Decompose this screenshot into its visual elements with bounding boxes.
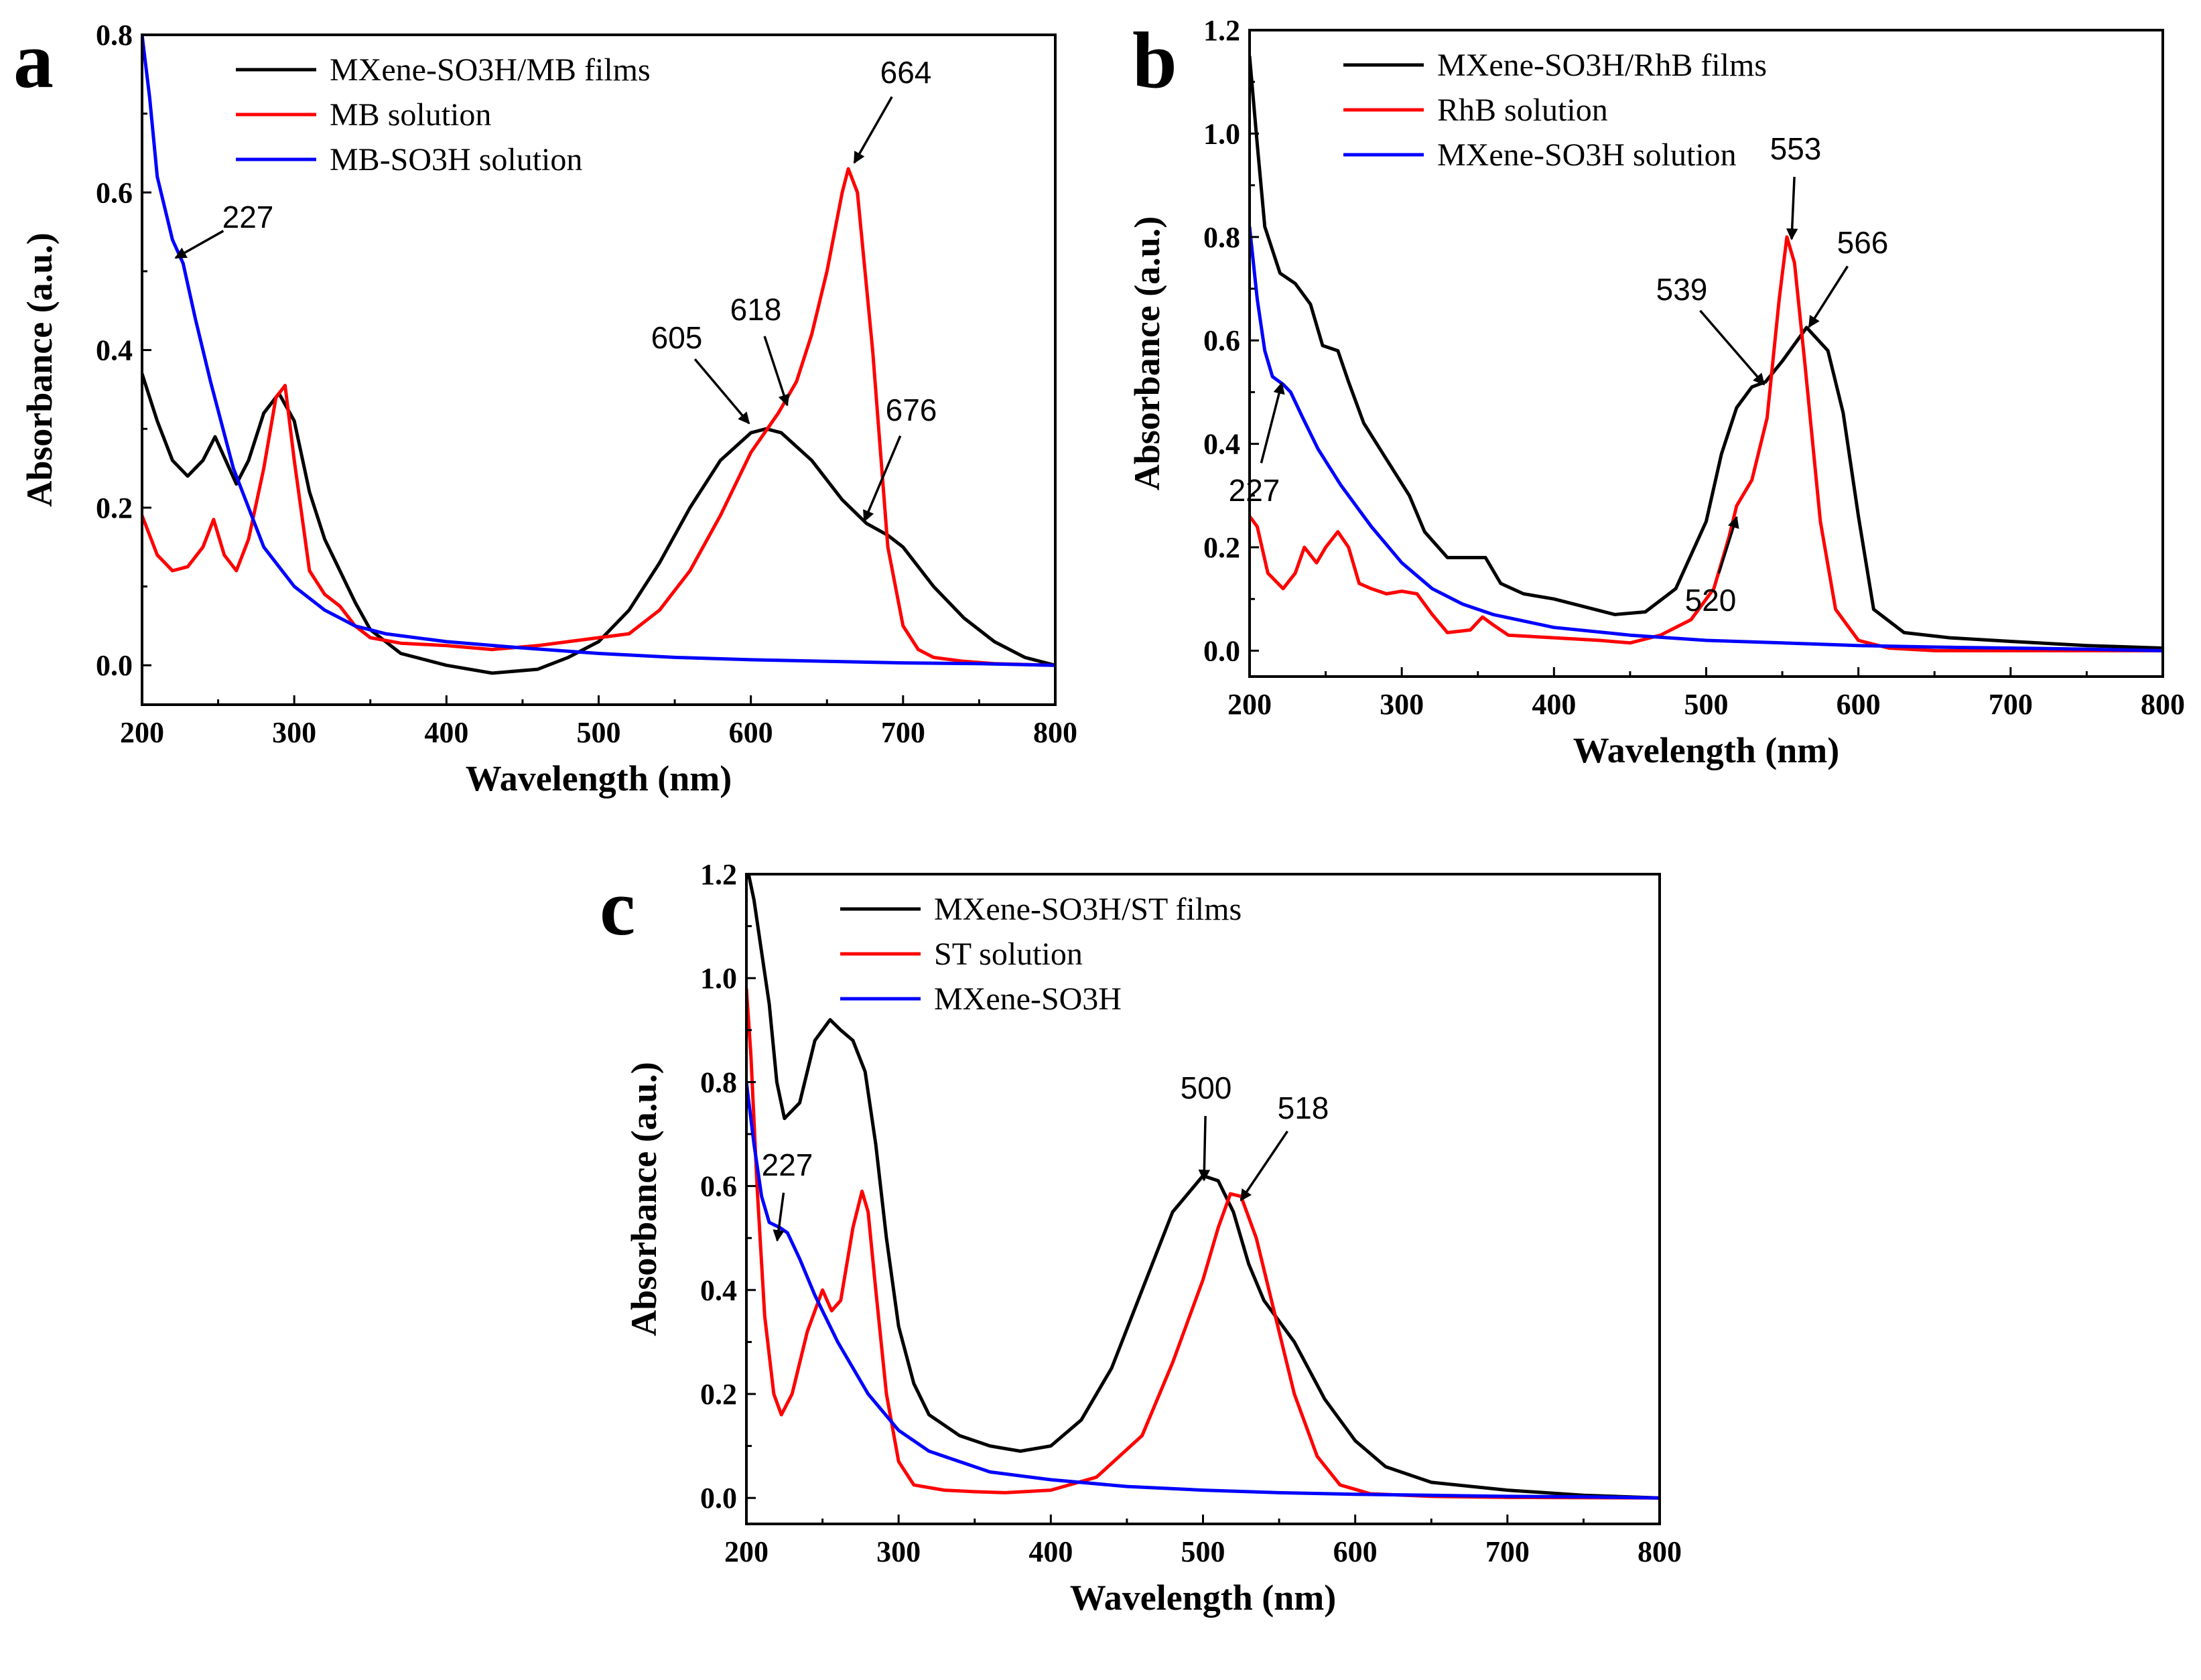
x-axis-title: Wavelength (nm) — [1070, 1578, 1337, 1618]
x-tick-label: 600 — [729, 716, 773, 749]
x-tick-label: 700 — [1485, 1535, 1530, 1568]
y-tick-label: 0.8 — [700, 1066, 737, 1099]
annotation-label: 227 — [762, 1147, 813, 1182]
y-tick-label: 0.6 — [96, 176, 133, 209]
annotation-arrow — [1260, 382, 1285, 464]
legend-label: MXene-SO3H/ST films — [934, 892, 1242, 927]
panel-label: b — [1132, 15, 1177, 104]
y-tick-label: 0.0 — [700, 1482, 737, 1515]
annotation-arrow — [853, 96, 893, 164]
annotation-label: 539 — [1656, 272, 1708, 307]
x-tick-label: 800 — [1638, 1535, 1682, 1568]
annotation-label: 618 — [730, 292, 782, 327]
y-tick-label: 1.2 — [700, 858, 737, 891]
x-tick-label: 500 — [1181, 1535, 1225, 1568]
x-tick-label: 400 — [1532, 688, 1576, 721]
annotation-label: 227 — [222, 200, 274, 234]
annotation-label: 664 — [880, 55, 932, 90]
x-tick-label: 400 — [1028, 1535, 1073, 1568]
panel-label: a — [13, 15, 54, 104]
legend-label: MXene-SO3H — [934, 981, 1122, 1017]
x-tick-label: 300 — [1380, 688, 1424, 721]
x-axis-title: Wavelength (nm) — [466, 758, 732, 798]
y-tick-label: 0.2 — [700, 1378, 737, 1411]
y-tick-label: 0.8 — [1203, 221, 1240, 254]
x-tick-label: 300 — [876, 1535, 921, 1568]
annotation-arrow — [1808, 265, 1849, 328]
y-axis-title: Absorbance (a.u.) — [624, 1062, 664, 1336]
legend-label: ST solution — [934, 936, 1083, 972]
y-tick-label: 0.2 — [1203, 531, 1240, 564]
x-tick-label: 700 — [881, 716, 925, 749]
panel-label: c — [600, 863, 635, 952]
y-tick-label: 0.4 — [700, 1274, 737, 1307]
annotation-arrow — [763, 336, 790, 407]
series-line-2 — [1250, 235, 2163, 652]
y-tick-label: 0.0 — [1203, 634, 1240, 667]
legend-label: MB solution — [330, 97, 491, 133]
annotation-arrow — [1240, 1130, 1288, 1202]
x-tick-label: 700 — [1989, 688, 2033, 721]
legend-label: RhB solution — [1437, 92, 1608, 128]
series-line-1 — [746, 874, 1660, 1500]
series-line-2 — [142, 167, 1055, 667]
annotation-label: 227 — [1229, 473, 1280, 508]
y-tick-label: 0.8 — [96, 19, 133, 52]
annotation-arrow — [1717, 516, 1739, 574]
y-tick-label: 1.0 — [700, 962, 737, 995]
y-tick-label: 0.0 — [96, 649, 133, 682]
x-tick-label: 200 — [120, 716, 164, 749]
x-tick-label: 500 — [577, 716, 621, 749]
x-tick-label: 800 — [2141, 688, 2185, 721]
series-line-3 — [1250, 226, 2163, 652]
annotation-label: 518 — [1278, 1091, 1329, 1125]
legend-label: MB-SO3H solution — [330, 142, 582, 178]
annotation-arrow — [1699, 309, 1765, 386]
x-tick-label: 800 — [1033, 716, 1077, 749]
y-tick-label: 0.6 — [700, 1170, 737, 1203]
y-axis-title: Absorbance (a.u.) — [19, 232, 60, 507]
y-tick-label: 0.4 — [1203, 428, 1240, 461]
legend-label: MXene-SO3H/MB films — [330, 52, 651, 88]
x-tick-label: 500 — [1684, 688, 1729, 721]
series-line-1 — [142, 373, 1055, 675]
panel-c: 200 300 400 500 600 700 800 0.0 0.2 0.4 0.6 0.8 1.0 1… — [600, 858, 1682, 1618]
plot-frame — [1248, 29, 2164, 678]
x-tick-label: 400 — [424, 716, 468, 749]
x-tick-label: 300 — [272, 716, 316, 749]
y-tick-label: 0.6 — [1203, 324, 1240, 357]
annotation-label: 605 — [651, 320, 703, 355]
panel-b: 200 300 400 500 600 700 800 0.0 0.2 0.4 0.6 0.8 1.0 1… — [1127, 14, 2185, 770]
annotation-arrow — [773, 1192, 785, 1242]
legend-label: MXene-SO3H/RhB films — [1437, 48, 1767, 83]
y-tick-label: 0.2 — [96, 492, 133, 524]
annotation-label: 500 — [1181, 1070, 1232, 1105]
annotation-arrow — [693, 358, 750, 425]
annotation-arrow — [863, 435, 902, 522]
annotation-label: 553 — [1770, 131, 1822, 166]
annotation-arrow — [1786, 176, 1798, 240]
y-tick-label: 0.4 — [96, 334, 133, 367]
x-axis-title: Wavelength (nm) — [1573, 730, 1840, 770]
series-line-3 — [746, 1082, 1660, 1500]
plot-frame — [141, 33, 1057, 706]
x-tick-label: 200 — [724, 1535, 769, 1568]
annotation-label: 520 — [1685, 583, 1737, 618]
y-tick-label: 1.0 — [1203, 117, 1240, 150]
y-tick-label: 1.2 — [1203, 14, 1240, 47]
annotation-arrow — [1198, 1115, 1211, 1182]
y-axis-title: Absorbance (a.u.) — [1127, 216, 1167, 491]
annotation-label: 566 — [1837, 225, 1889, 260]
series-line-1 — [1250, 56, 2163, 650]
annotation-arrow — [174, 230, 224, 259]
x-tick-label: 600 — [1837, 688, 1881, 721]
series-line-3 — [142, 35, 1055, 667]
legend-label: MXene-SO3H solution — [1437, 137, 1737, 173]
x-tick-label: 200 — [1227, 688, 1272, 721]
annotation-label: 676 — [886, 393, 937, 427]
series-line-2 — [746, 988, 1660, 1500]
x-tick-label: 600 — [1333, 1535, 1378, 1568]
panel-a: 200 300 400 500 600 700 800 0.0 0.2 0.4 0.6 0.8 Wave… — [13, 15, 1077, 798]
